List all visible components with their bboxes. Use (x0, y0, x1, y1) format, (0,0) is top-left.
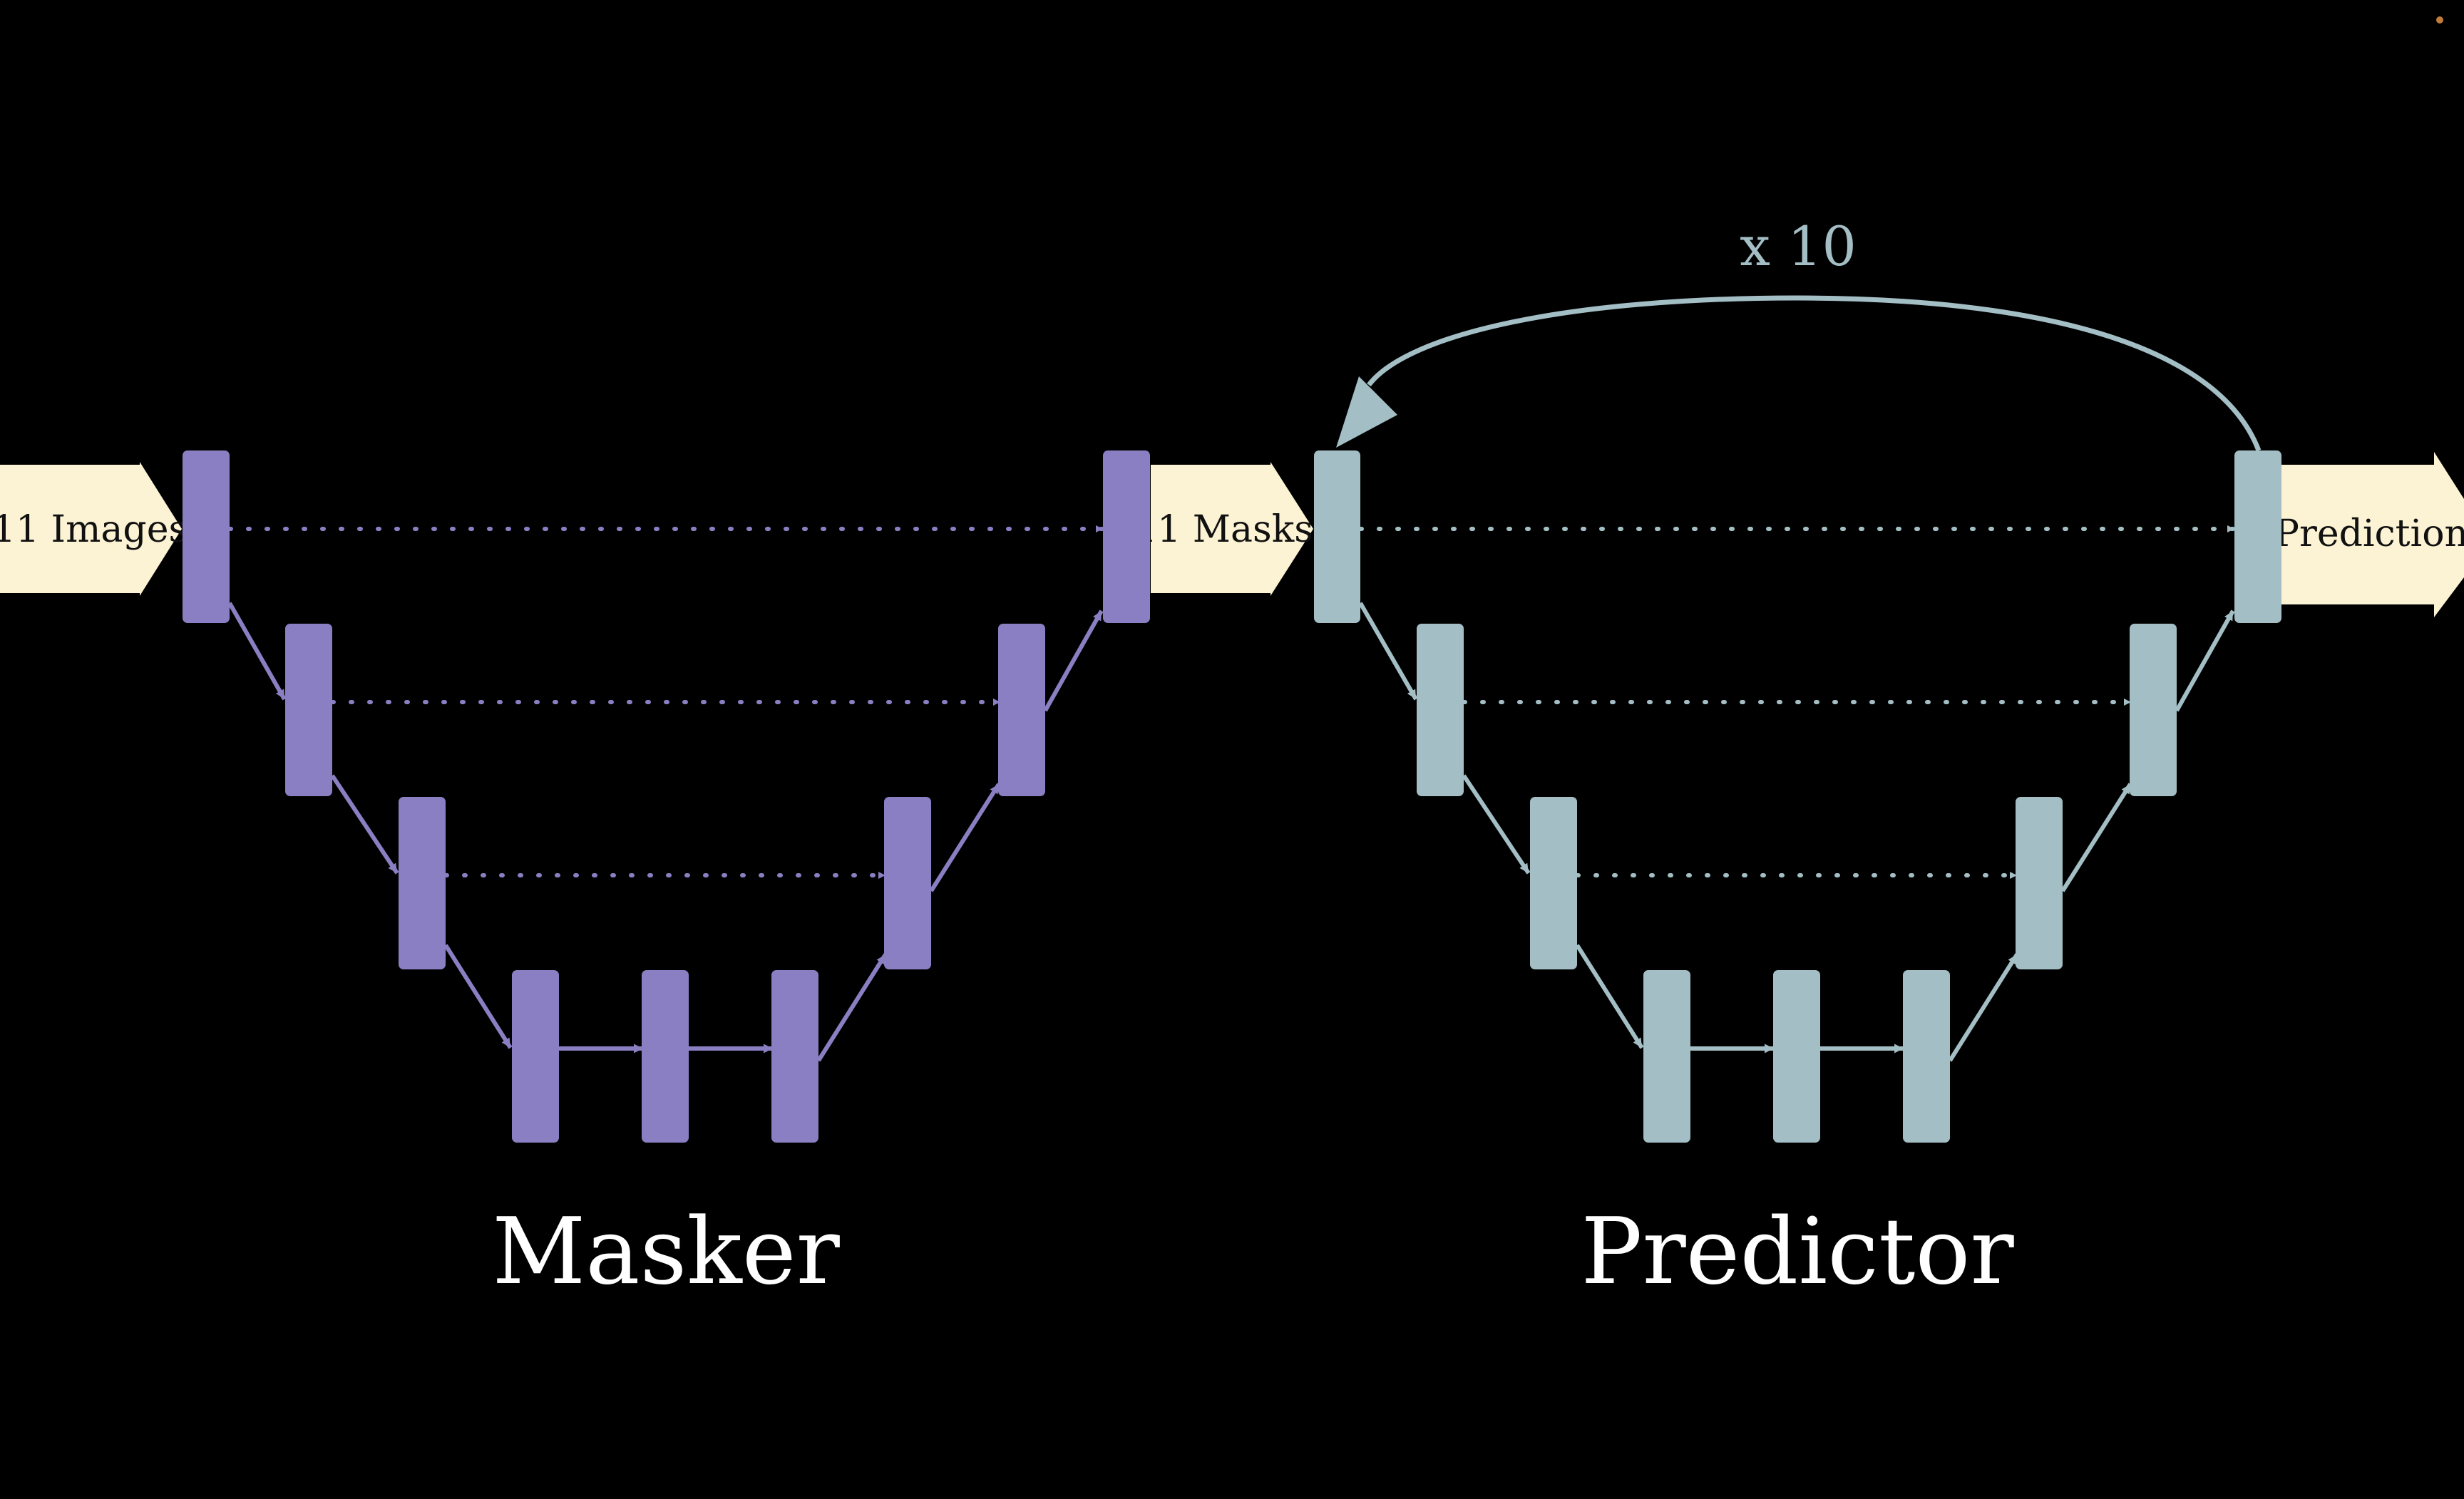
predictor-down-arrow-2 (1462, 774, 1531, 875)
masker-bottleneck-block-2 (642, 970, 689, 1143)
predictor-network (1314, 450, 2281, 1143)
masker-bottleneck-block-1 (512, 970, 559, 1143)
feedback-loop-arc (1367, 295, 2262, 452)
corner-indicator-dot (2436, 16, 2443, 24)
predictor-down-arrow-1 (1358, 602, 1418, 701)
predictor-decoder-block-3 (2016, 797, 2063, 969)
prediction-arrow-shape (2281, 452, 2464, 617)
masker-decoder-block-3 (884, 797, 931, 969)
masker-bottleneck-block-3 (771, 970, 818, 1143)
masks-arrow: 11 Masks (1134, 462, 1313, 596)
masker-down-arrow-1 (227, 602, 287, 701)
masker-up-arrow-2 (929, 783, 1001, 892)
masker-encoder-block-1 (183, 450, 230, 623)
predictor-down-arrow-3 (1575, 944, 1644, 1049)
masker-network (183, 450, 1150, 1143)
masks-arrow-shape (1151, 462, 1313, 596)
predictor-up-arrow-1 (1948, 953, 2019, 1062)
masks-label: 11 Masks (1134, 508, 1313, 551)
predictor-encoder-block-3 (1530, 797, 1577, 969)
prediction-arrow: Prediction (2274, 452, 2464, 617)
predictor-encoder-block-1 (1314, 450, 1360, 623)
masker-up-arrow-3 (1043, 609, 1104, 712)
input-images-arrow-shape (0, 462, 182, 596)
predictor-decoder-block-1 (2234, 450, 2281, 623)
predictor-up-arrow-3 (2175, 609, 2235, 712)
loop-count-label: x 10 (1740, 215, 1857, 278)
predictor-encoder-block-2 (1417, 624, 1464, 796)
predictor-bottleneck-block-3 (1903, 970, 1950, 1143)
feedback-loop-arrowhead (1336, 376, 1397, 448)
masker-down-arrow-2 (330, 774, 399, 875)
masker-decoder-block-1 (1103, 450, 1150, 623)
masker-up-arrow-1 (816, 953, 888, 1062)
masker-encoder-block-3 (399, 797, 446, 969)
predictor-decoder-block-2 (2130, 624, 2177, 796)
predictor-bottleneck-block-2 (1773, 970, 1820, 1143)
masker-decoder-block-2 (998, 624, 1045, 796)
predictor-up-arrow-2 (2060, 783, 2132, 892)
predictor-title: Predictor (1581, 1199, 2014, 1305)
input-images-label: 11 Images (0, 508, 188, 551)
masker-encoder-block-2 (285, 624, 332, 796)
prediction-label: Prediction (2274, 512, 2464, 555)
input-images-arrow: 11 Images (0, 462, 188, 596)
masker-down-arrow-3 (443, 944, 513, 1049)
masker-title: Masker (492, 1199, 840, 1305)
feedback-loop: x 10 (1336, 215, 2262, 452)
predictor-bottleneck-block-1 (1643, 970, 1690, 1143)
